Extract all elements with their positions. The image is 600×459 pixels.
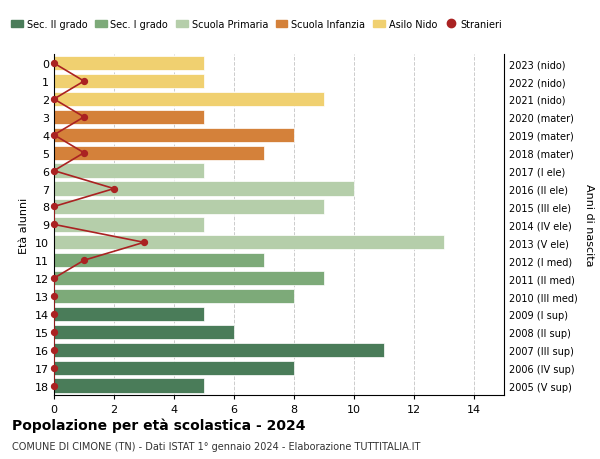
Point [49, 275, 59, 282]
Y-axis label: Età alunni: Età alunni [19, 197, 29, 253]
Bar [54, 75, 204, 89]
Point [139, 239, 149, 246]
Point [49, 293, 59, 300]
Point [79, 150, 89, 157]
Bar [54, 289, 294, 303]
Legend: Sec. II grado, Sec. I grado, Scuola Primaria, Scuola Infanzia, Asilo Nido, Stran: Sec. II grado, Sec. I grado, Scuola Prim… [7, 16, 506, 34]
Point [49, 96, 59, 103]
Bar [54, 182, 354, 196]
Bar [54, 218, 204, 232]
Point [49, 364, 59, 372]
Bar [54, 325, 234, 339]
Bar [54, 361, 294, 375]
Bar [54, 93, 324, 107]
Bar [54, 271, 324, 285]
Point [79, 114, 89, 121]
Point [49, 329, 59, 336]
Bar [54, 235, 444, 250]
Point [79, 78, 89, 85]
Y-axis label: Anni di nascita: Anni di nascita [584, 184, 594, 266]
Point [49, 382, 59, 390]
Point [79, 257, 89, 264]
Bar [54, 129, 294, 143]
Point [49, 203, 59, 211]
Bar [54, 307, 204, 321]
Text: Popolazione per età scolastica - 2024: Popolazione per età scolastica - 2024 [12, 418, 305, 432]
Bar [54, 343, 384, 357]
Point [49, 132, 59, 139]
Bar [54, 111, 204, 125]
Bar [54, 253, 264, 268]
Bar [54, 146, 264, 161]
Text: COMUNE DI CIMONE (TN) - Dati ISTAT 1° gennaio 2024 - Elaborazione TUTTITALIA.IT: COMUNE DI CIMONE (TN) - Dati ISTAT 1° ge… [12, 441, 421, 451]
Point [49, 168, 59, 175]
Point [109, 185, 119, 193]
Point [49, 311, 59, 318]
Bar [54, 57, 204, 71]
Point [49, 60, 59, 67]
Point [49, 221, 59, 229]
Point [49, 347, 59, 354]
Bar [54, 379, 204, 393]
Bar [54, 164, 204, 179]
Bar [54, 200, 324, 214]
